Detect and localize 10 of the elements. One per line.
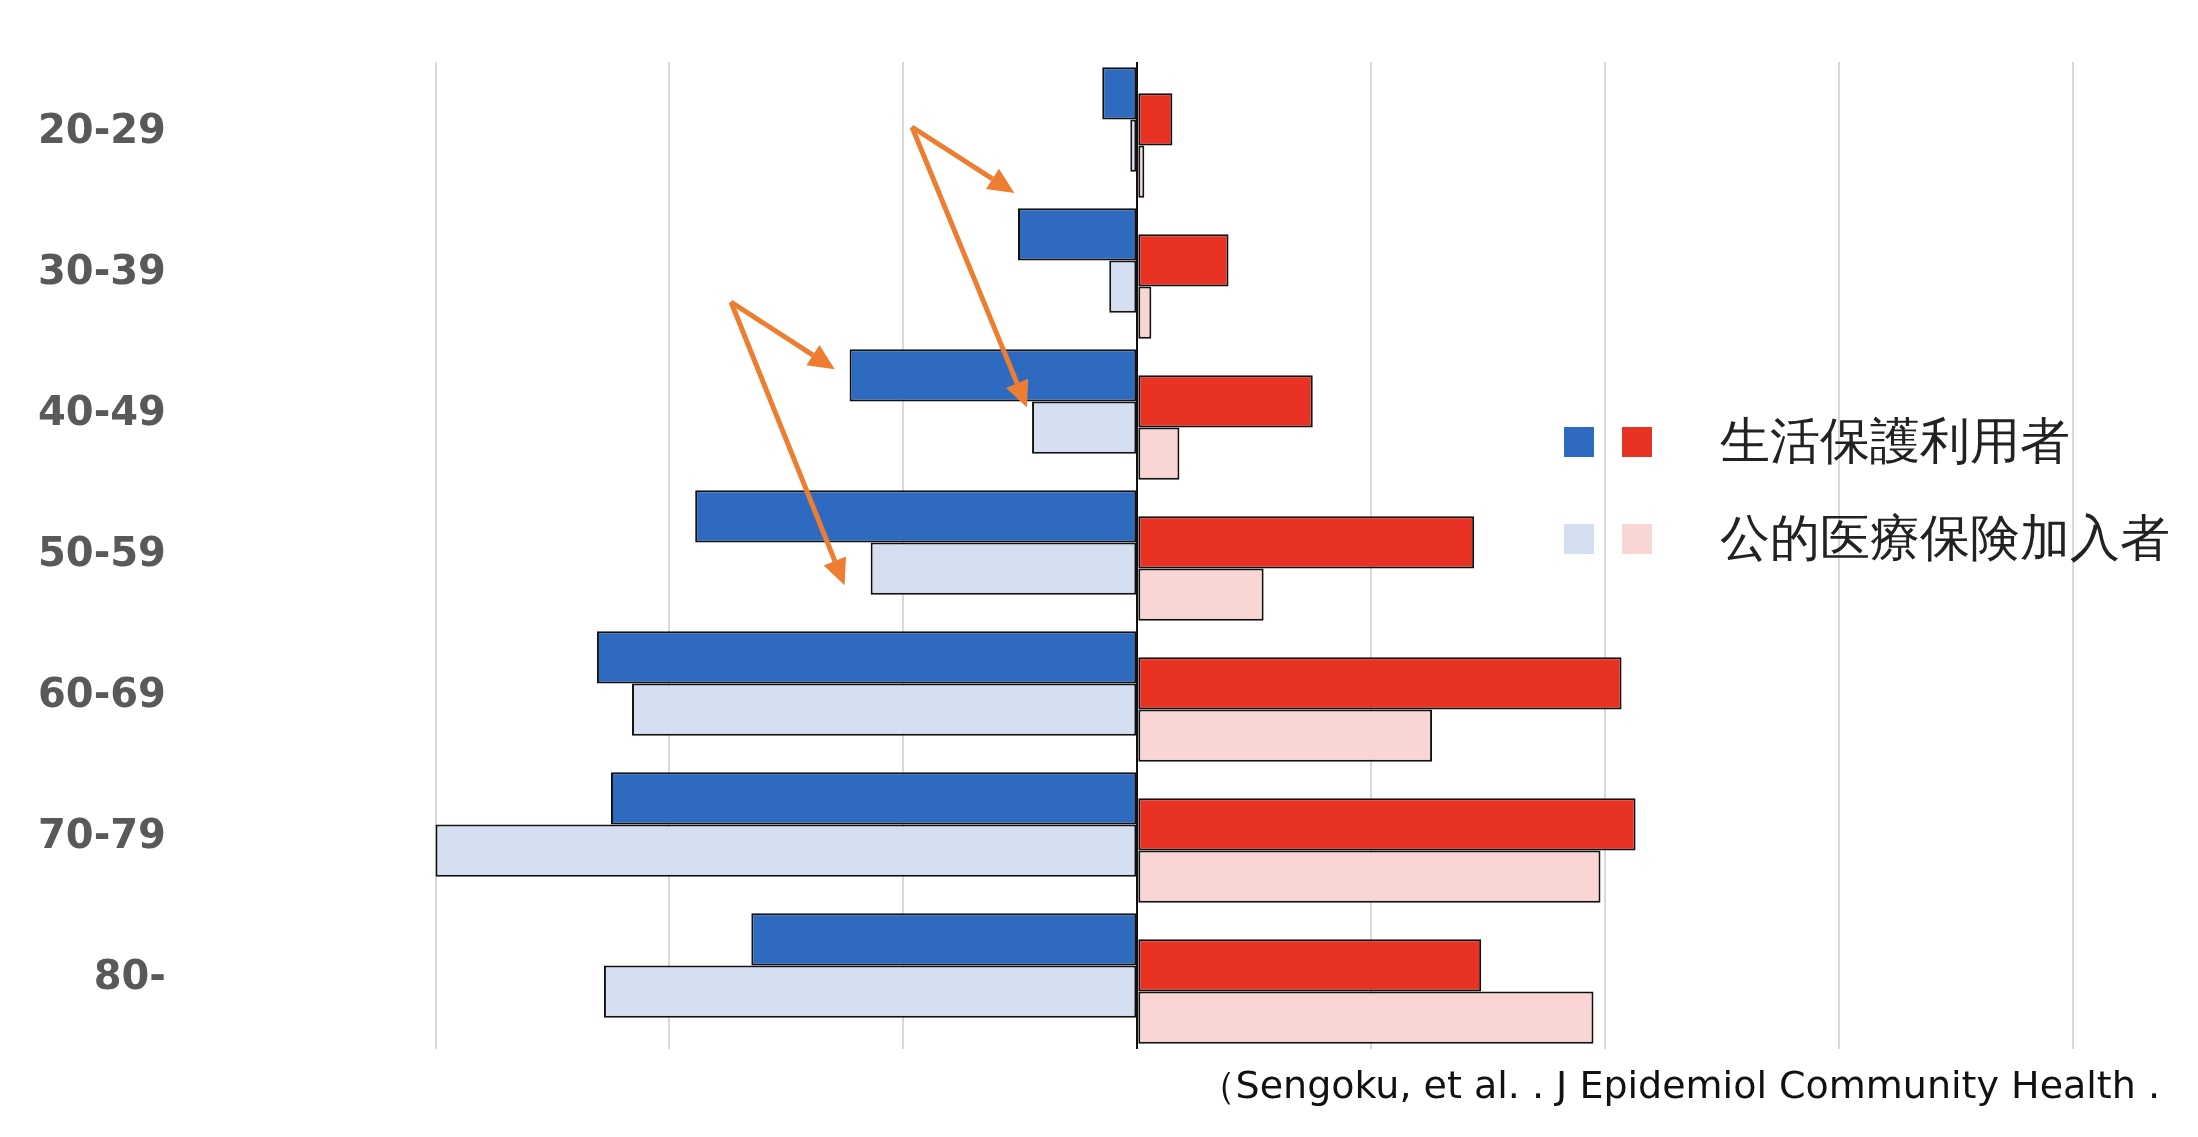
legend-label: 公的医療保険加入者: [1720, 508, 2170, 569]
text: （Sengoku, et al. . J Epidemiol Community Health .: [1177, 1056, 2180, 1115]
y-tick-label: 80-: [93, 951, 166, 998]
y-tick-label: 30-39: [37, 246, 166, 293]
y-tick-label: 70-79: [37, 810, 166, 857]
y-tick-label: 60-69: [37, 669, 166, 716]
y-tick-label: 20-29: [37, 105, 166, 152]
legend-label: 生活保護利用者: [1720, 411, 2070, 472]
y-tick-label: 50-59: [37, 528, 166, 575]
y-tick-label: 40-49: [37, 387, 166, 434]
